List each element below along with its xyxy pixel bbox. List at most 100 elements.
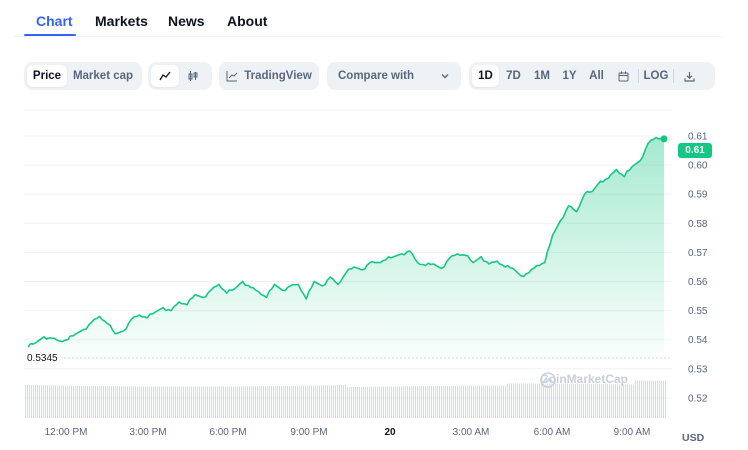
- volume-bar: [407, 386, 409, 418]
- volume-bar: [127, 386, 129, 418]
- volume-bar: [333, 385, 335, 418]
- volume-bar: [663, 380, 665, 418]
- volume-bar: [597, 383, 599, 418]
- volume-bar: [521, 383, 523, 418]
- volume-bar: [447, 385, 449, 418]
- volume-bar: [125, 386, 127, 418]
- volume-bar: [269, 386, 271, 418]
- volume-bar: [95, 385, 97, 418]
- volume-bar: [129, 386, 131, 418]
- tradingview-button[interactable]: TradingView: [219, 62, 319, 90]
- volume-bar: [207, 386, 209, 418]
- tradingview-label: TradingView: [244, 70, 312, 82]
- tab-about[interactable]: About: [227, 13, 268, 29]
- volume-bar: [169, 386, 171, 418]
- volume-bar: [615, 384, 617, 418]
- price-toggle-button[interactable]: Price: [27, 65, 67, 87]
- volume-bar: [481, 385, 483, 418]
- market-cap-toggle-button[interactable]: Market cap: [72, 70, 134, 82]
- volume-bar: [315, 385, 317, 418]
- volume-bar: [71, 385, 73, 418]
- volume-bar: [223, 386, 225, 418]
- volume-bar: [273, 386, 275, 418]
- line-chart-button[interactable]: [151, 65, 179, 87]
- volume-bar: [661, 380, 663, 418]
- volume-bar: [137, 386, 139, 418]
- volume-bar: [591, 383, 593, 418]
- volume-bar: [627, 384, 629, 418]
- volume-bar: [327, 385, 329, 418]
- volume-bar: [225, 386, 227, 418]
- volume-bar: [123, 386, 125, 418]
- volume-bar: [267, 386, 269, 418]
- volume-bar: [653, 380, 655, 418]
- volume-bar: [435, 385, 437, 418]
- volume-bar: [489, 385, 491, 418]
- range-1y-button[interactable]: 1Y: [562, 70, 577, 82]
- volume-bar: [641, 380, 643, 418]
- volume-bar: [177, 386, 179, 418]
- volume-bar: [307, 385, 309, 418]
- y-tick-label: 0.55: [688, 306, 708, 317]
- candlestick-button[interactable]: [179, 65, 207, 87]
- range-all-button[interactable]: All: [589, 70, 604, 82]
- volume-bar: [239, 386, 241, 418]
- volume-bar: [279, 385, 281, 418]
- volume-bar: [141, 386, 143, 418]
- volume-bar: [31, 385, 33, 418]
- volume-bar: [309, 385, 311, 418]
- volume-bar: [153, 386, 155, 418]
- volume-bar: [579, 383, 581, 418]
- calendar-icon: [618, 71, 628, 81]
- range-1d-button[interactable]: 1D: [472, 65, 499, 87]
- volume-bar: [477, 385, 479, 418]
- volume-bar: [233, 386, 235, 418]
- volume-bar: [91, 385, 93, 418]
- volume-bar: [655, 380, 657, 418]
- volume-bar: [355, 386, 357, 418]
- volume-bar: [497, 385, 499, 418]
- range-1m-button[interactable]: 1M: [534, 70, 550, 82]
- volume-bar: [575, 383, 577, 418]
- volume-bar: [147, 386, 149, 418]
- volume-bar: [413, 386, 415, 418]
- compare-with-dropdown[interactable]: Compare with: [327, 62, 461, 90]
- tab-chart[interactable]: Chart: [36, 13, 73, 29]
- volume-bar: [59, 385, 61, 418]
- volume-bar: [499, 385, 501, 418]
- volume-bar: [293, 385, 295, 418]
- tab-markets[interactable]: Markets: [95, 13, 148, 29]
- volume-bar: [603, 384, 605, 418]
- volume-bar: [291, 385, 293, 418]
- download-icon: [683, 71, 695, 82]
- volume-bar: [467, 385, 469, 418]
- volume-bars: [25, 380, 667, 418]
- volume-bar: [375, 386, 377, 418]
- volume-bar: [605, 384, 607, 418]
- volume-bar: [399, 386, 401, 418]
- volume-bar: [237, 386, 239, 418]
- volume-bar: [197, 386, 199, 418]
- x-tick-label: 9:00 PM: [290, 427, 327, 438]
- volume-bar: [263, 386, 265, 418]
- volume-bar: [563, 383, 565, 418]
- volume-bar: [63, 385, 65, 418]
- volume-bar: [423, 386, 425, 418]
- volume-bar: [219, 386, 221, 418]
- compare-with-inner: Compare with: [330, 65, 458, 87]
- range-7d-button[interactable]: 7D: [506, 70, 521, 82]
- tab-news[interactable]: News: [168, 13, 205, 29]
- metric-toggle: Price Market cap: [24, 62, 142, 90]
- volume-bar: [569, 383, 571, 418]
- volume-bar: [557, 383, 559, 418]
- download-button[interactable]: [676, 65, 702, 87]
- log-scale-button[interactable]: LOG: [643, 70, 669, 82]
- volume-bar: [539, 383, 541, 418]
- volume-bar: [271, 386, 273, 418]
- date-range-button[interactable]: [610, 65, 636, 87]
- tradingview-button-inner: TradingView: [222, 65, 316, 87]
- volume-bar: [549, 383, 551, 418]
- price-chart[interactable]: 0.61 0.60 0.59 0.58 0.57 0.56 0.55 0.54 0.53 0.52…: [0, 100, 748, 450]
- volume-bar: [561, 383, 563, 418]
- volume-bar: [343, 385, 345, 418]
